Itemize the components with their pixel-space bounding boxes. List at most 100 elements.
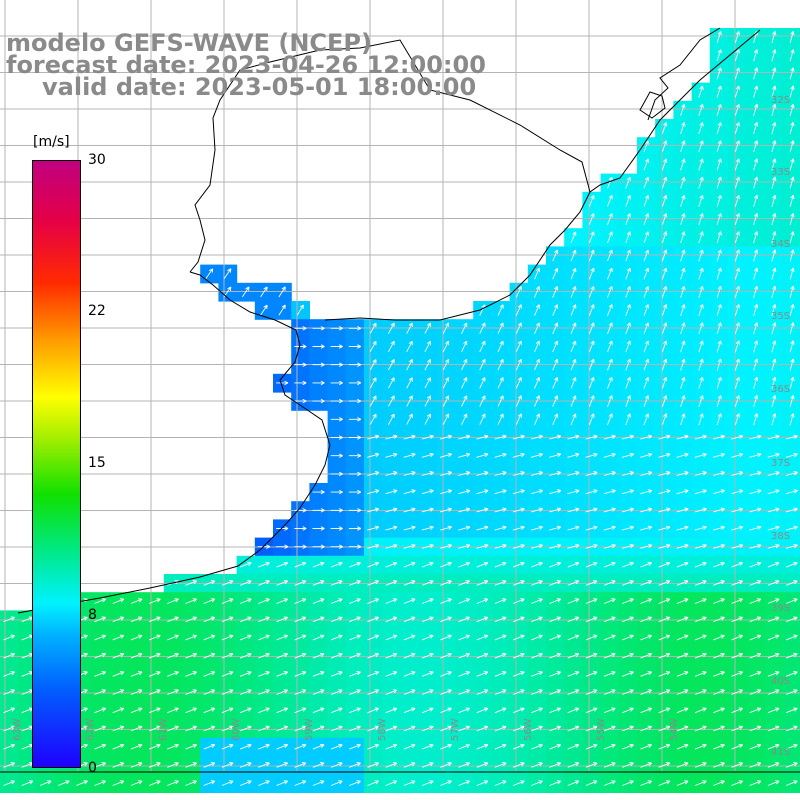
- wind-arrow: [294, 725, 307, 732]
- wind-arrow: [731, 689, 744, 695]
- wind-arrow: [640, 689, 653, 695]
- wind-arrow: [658, 707, 671, 714]
- wind-arrow: [185, 689, 198, 695]
- wind-arrow: [421, 689, 434, 695]
- wind-arrow: [712, 525, 726, 531]
- wind-arrow: [658, 471, 671, 476]
- wind-arrow: [112, 762, 125, 768]
- wind-arrow: [3, 725, 16, 732]
- colorbar-unit: [m/s]: [33, 134, 70, 150]
- wind-arrow: [603, 507, 616, 513]
- wind-arrow: [622, 580, 634, 586]
- wind-arrow: [731, 471, 744, 476]
- wind-arrow: [749, 634, 762, 641]
- wind-arrow: [385, 707, 398, 714]
- wind-arrow: [239, 561, 252, 568]
- wind-arrow: [680, 285, 686, 298]
- wind-arrow: [349, 561, 361, 568]
- wind-arrow: [479, 322, 486, 334]
- wind-arrow: [440, 743, 452, 750]
- wind-arrow: [531, 652, 543, 659]
- wind-arrow: [785, 634, 798, 641]
- wind-arrow: [622, 616, 634, 623]
- wind-arrow: [567, 634, 580, 641]
- wind-arrow: [640, 580, 653, 586]
- wind-arrow: [476, 616, 489, 623]
- map-title: modelo GEFS-WAVE (NCEP): [6, 29, 372, 57]
- wind-arrow: [479, 377, 486, 389]
- wind-arrow: [403, 762, 416, 768]
- wind-arrow: [676, 507, 689, 513]
- wind-arrow: [698, 376, 704, 389]
- lat-label: 34S: [771, 239, 791, 250]
- wind-arrow: [421, 707, 434, 714]
- wind-arrow: [494, 743, 507, 750]
- wind-arrow: [567, 725, 580, 732]
- wind-arrow: [239, 725, 252, 732]
- wind-arrow: [552, 395, 559, 407]
- wind-arrow: [312, 508, 325, 513]
- wind-arrow: [112, 616, 125, 623]
- wind-arrow: [621, 434, 635, 440]
- wind-arrow: [734, 67, 741, 80]
- wind-arrow: [367, 525, 380, 531]
- wind-arrow: [494, 671, 507, 677]
- wind-arrow: [348, 526, 362, 531]
- wind-arrow: [570, 286, 577, 298]
- wind-arrow: [680, 103, 686, 116]
- wind-arrow: [621, 507, 635, 513]
- wind-arrow: [603, 561, 616, 568]
- wind-arrow: [276, 780, 289, 786]
- wind-arrow: [76, 780, 88, 786]
- wind-arrow: [403, 507, 416, 513]
- wind-arrow: [789, 413, 795, 426]
- lat-label: 35S: [771, 311, 791, 322]
- wind-arrow: [512, 580, 525, 586]
- wind-arrow: [603, 725, 616, 732]
- wind-arrow: [549, 762, 562, 768]
- wind-arrow: [712, 471, 726, 476]
- wind-arrow: [130, 780, 143, 786]
- wind-arrow: [276, 689, 289, 695]
- wind-arrow: [694, 652, 707, 659]
- wind-arrow: [497, 358, 504, 371]
- wind-arrow: [276, 561, 289, 568]
- wind-arrow: [3, 652, 16, 659]
- wind-arrow: [640, 762, 653, 768]
- wind-arrow: [439, 543, 453, 549]
- wind-arrow: [534, 377, 540, 389]
- wind-arrow: [661, 122, 668, 134]
- wind-arrow: [385, 671, 398, 677]
- wind-arrow: [767, 471, 780, 476]
- wind-arrow: [421, 452, 434, 458]
- wind-arrow: [607, 395, 613, 407]
- wind-arrow: [385, 452, 398, 458]
- lat-label: 37S: [771, 458, 791, 469]
- wind-arrow: [479, 413, 486, 425]
- wind-arrow: [749, 707, 762, 714]
- wind-arrow: [622, 689, 634, 695]
- wind-arrow: [312, 689, 325, 695]
- wind-arrow: [621, 489, 635, 495]
- wind-arrow: [789, 394, 795, 408]
- wind-arrow: [640, 561, 653, 568]
- wind-arrow: [658, 598, 671, 604]
- wind-arrow: [221, 634, 234, 641]
- wind-arrow: [749, 489, 762, 495]
- wind-arrow: [713, 762, 725, 768]
- wind-arrow: [789, 176, 795, 189]
- wind-arrow: [607, 213, 613, 225]
- colorbar-tick-15: 15: [88, 455, 106, 471]
- wind-arrow: [512, 489, 525, 495]
- wind-arrow: [312, 743, 325, 750]
- wind-arrow: [421, 525, 434, 531]
- wind-arrow: [167, 762, 179, 768]
- wind-arrow: [585, 634, 598, 641]
- wind-arrow: [185, 652, 198, 659]
- wind-arrow: [221, 598, 234, 604]
- wind-arrow: [661, 304, 668, 316]
- wind-arrow: [676, 471, 689, 476]
- wind-arrow: [549, 725, 562, 732]
- wind-arrow: [552, 249, 559, 262]
- wind-arrow: [622, 725, 634, 732]
